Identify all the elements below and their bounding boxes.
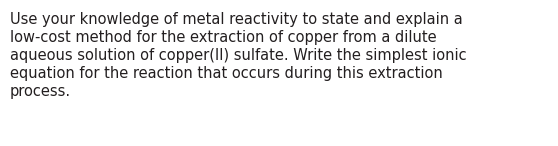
Text: aqueous solution of copper(II) sulfate. Write the simplest ionic: aqueous solution of copper(II) sulfate. … xyxy=(10,48,466,63)
Text: process.: process. xyxy=(10,84,71,99)
Text: Use your knowledge of metal reactivity to state and explain a: Use your knowledge of metal reactivity t… xyxy=(10,12,463,27)
Text: low-cost method for the extraction of copper from a dilute: low-cost method for the extraction of co… xyxy=(10,30,436,45)
Text: equation for the reaction that occurs during this extraction: equation for the reaction that occurs du… xyxy=(10,66,442,81)
